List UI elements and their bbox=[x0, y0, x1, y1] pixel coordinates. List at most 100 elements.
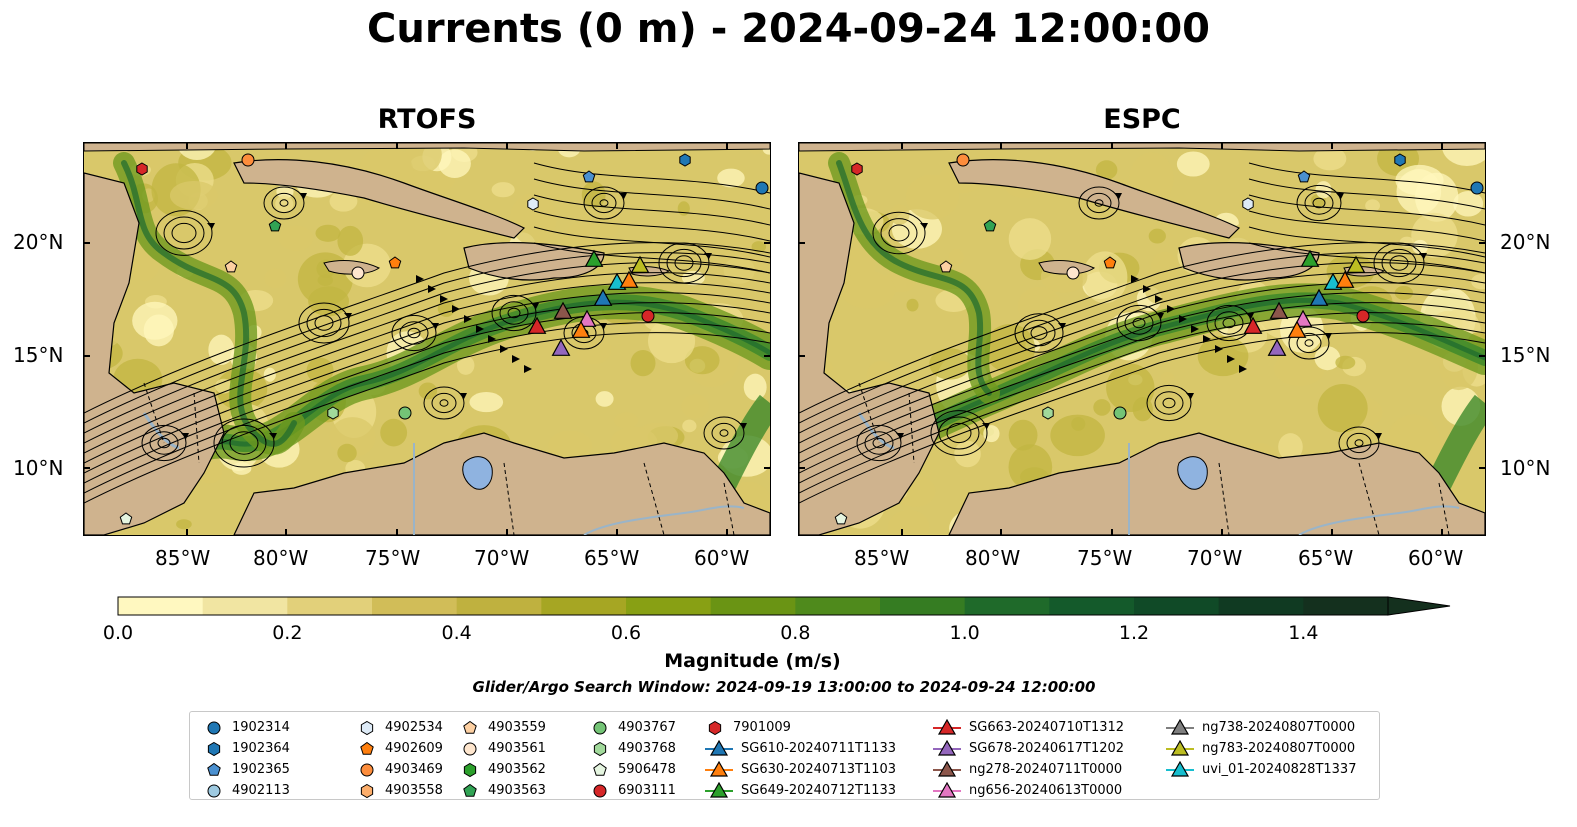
legend-label: 5906478 bbox=[618, 762, 676, 777]
colorbar-tick-label: 1.2 bbox=[1118, 622, 1150, 644]
colorbar-segment bbox=[287, 597, 373, 615]
legend-column: 4903767 4903768 5906478 6903111 bbox=[588, 717, 676, 801]
lon-label-left-3: 70°W bbox=[474, 546, 530, 570]
colorbar-segment bbox=[795, 597, 881, 615]
colorbar-extend-arrow bbox=[1387, 596, 1451, 616]
colorbar-label: Magnitude (m/s) bbox=[664, 650, 841, 672]
legend-item: 1902364 bbox=[202, 738, 290, 759]
colorbar-tick-label: 0.8 bbox=[780, 622, 811, 644]
legend-label: 4903469 bbox=[385, 762, 443, 777]
triangle-marker-icon bbox=[1166, 760, 1194, 777]
colorbar-segment bbox=[710, 597, 796, 615]
legend-item: 7901009 bbox=[703, 717, 896, 738]
legend-item: SG630-20240713T1103 bbox=[703, 759, 896, 780]
legend-column: 4903559 4903561 4903562 4903563 bbox=[458, 717, 546, 801]
colorbar bbox=[117, 596, 1451, 616]
legend-column: 7901009 SG610-20240711T1133 SG630-20240713… bbox=[703, 717, 896, 801]
hexagon-marker-icon bbox=[708, 720, 722, 735]
legend-column: 1902314 1902364 1902365 4902113 bbox=[202, 717, 290, 801]
legend-item: 4902609 bbox=[355, 738, 443, 759]
pentagon-marker-icon bbox=[360, 741, 374, 755]
legend-label: SG630-20240713T1103 bbox=[741, 762, 897, 777]
circle-marker-icon bbox=[463, 742, 477, 755]
legend-label: 4903558 bbox=[385, 783, 443, 798]
land-north bbox=[84, 143, 770, 152]
colorbar-tick-label: 0.2 bbox=[272, 622, 303, 644]
lat-label-10n-left: 10°N bbox=[13, 456, 64, 480]
panel-title-rtofs: RTOFS bbox=[377, 104, 477, 135]
legend-item: 4903469 bbox=[355, 759, 443, 780]
legend-column: 4902534 4902609 4903469 4903558 bbox=[355, 717, 443, 801]
lon-label-left-1: 80°W bbox=[253, 546, 309, 570]
legend-item: 4903768 bbox=[588, 738, 676, 759]
legend-label: uvi_01-20240828T1337 bbox=[1202, 762, 1357, 777]
lat-label-20n-left: 20°N bbox=[13, 230, 64, 254]
colorbar-segment bbox=[541, 597, 627, 615]
legend-item: 4903563 bbox=[458, 780, 546, 801]
platform-markers bbox=[119, 153, 769, 525]
hexagon-marker-icon bbox=[207, 741, 221, 756]
colorbar-segment bbox=[1049, 597, 1135, 615]
hexagon-marker-icon bbox=[463, 762, 477, 777]
legend-label: 7901009 bbox=[733, 720, 791, 735]
legend-item: ng278-20240711T0000 bbox=[931, 759, 1124, 780]
map-canvas bbox=[84, 143, 770, 535]
colorbar-segment bbox=[880, 597, 966, 615]
lat-label-15n-left: 15°N bbox=[13, 343, 64, 367]
legend-item: SG649-20240712T1133 bbox=[703, 780, 896, 801]
pentagon-marker-icon bbox=[463, 783, 477, 797]
lon-label-right-2: 75°W bbox=[1077, 546, 1133, 570]
colorbar-segment bbox=[372, 597, 458, 615]
lon-label-right-1: 80°W bbox=[965, 546, 1021, 570]
legend-item: 4902113 bbox=[202, 780, 290, 801]
pentagon-marker-icon bbox=[593, 762, 607, 776]
lon-label-left-0: 85°W bbox=[155, 546, 211, 570]
triangle-marker-icon bbox=[933, 760, 961, 777]
colorbar-segment bbox=[1303, 597, 1389, 615]
land-jamaica bbox=[323, 260, 380, 275]
legend-label: SG649-20240712T1133 bbox=[741, 783, 897, 798]
circle-marker-icon bbox=[593, 784, 607, 797]
colorbar-segment bbox=[964, 597, 1050, 615]
legend-column: SG663-20240710T1312 SG678-20240617T1202 ng… bbox=[931, 717, 1124, 801]
legend-item: SG610-20240711T1133 bbox=[703, 738, 896, 759]
circle-marker-icon bbox=[593, 721, 607, 734]
legend-item: uvi_01-20240828T1337 bbox=[1164, 759, 1356, 780]
legend-column: ng738-20240807T0000 ng783-20240807T0000 uv… bbox=[1164, 717, 1356, 780]
legend-label: 1902314 bbox=[232, 720, 290, 735]
legend-item: ng656-20240613T0000 bbox=[931, 780, 1124, 801]
panel-title-espc: ESPC bbox=[1103, 104, 1181, 135]
legend-label: SG610-20240711T1133 bbox=[741, 741, 897, 756]
lat-label-15n-right: 15°N bbox=[1500, 343, 1551, 367]
land-central-america bbox=[799, 172, 940, 535]
legend: 1902314 1902364 1902365 4902113 4902534 49026… bbox=[189, 711, 1380, 800]
legend-label: 4903563 bbox=[488, 783, 546, 798]
lat-label-20n-right: 20°N bbox=[1500, 230, 1551, 254]
lon-label-right-0: 85°W bbox=[854, 546, 910, 570]
legend-label: 1902364 bbox=[232, 741, 290, 756]
land-central-america bbox=[84, 172, 225, 535]
triangle-marker-icon bbox=[933, 718, 961, 735]
colorbar-tick-label: 1.0 bbox=[949, 622, 980, 644]
hexagon-marker-icon bbox=[360, 720, 374, 735]
legend-item: 1902365 bbox=[202, 759, 290, 780]
colorbar-segment bbox=[118, 597, 204, 615]
triangle-marker-icon bbox=[705, 760, 733, 777]
land-jamaica bbox=[1038, 260, 1095, 275]
lon-label-right-3: 70°W bbox=[1187, 546, 1243, 570]
circle-marker-icon bbox=[360, 763, 374, 776]
lon-label-right-4: 65°W bbox=[1298, 546, 1354, 570]
legend-label: 6903111 bbox=[618, 783, 676, 798]
legend-label: ng783-20240807T0000 bbox=[1202, 741, 1356, 756]
land-hispaniola bbox=[1178, 241, 1320, 281]
legend-item: 4903558 bbox=[355, 780, 443, 801]
lake-maracaibo bbox=[1177, 456, 1208, 490]
pentagon-marker-icon bbox=[207, 762, 221, 776]
triangle-marker-icon bbox=[1166, 718, 1194, 735]
legend-label: ng278-20240711T0000 bbox=[969, 762, 1123, 777]
legend-label: 4903767 bbox=[618, 720, 676, 735]
colorbar-segment bbox=[626, 597, 712, 615]
figure-title: Currents (0 m) - 2024-09-24 12:00:00 bbox=[367, 6, 1210, 52]
lake-maracaibo bbox=[462, 456, 493, 490]
triangle-marker-icon bbox=[705, 739, 733, 756]
